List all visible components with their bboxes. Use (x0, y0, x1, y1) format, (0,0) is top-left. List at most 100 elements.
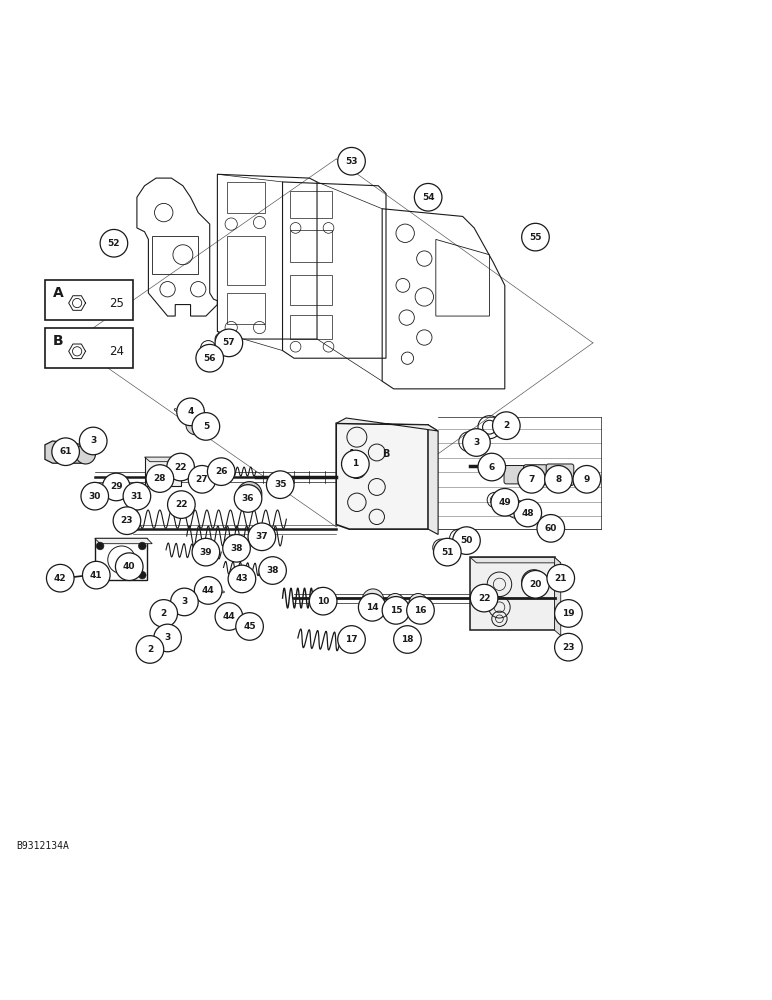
Text: 57: 57 (222, 338, 235, 347)
Bar (45, 280, 133, 320)
Polygon shape (45, 441, 86, 463)
Circle shape (382, 597, 410, 624)
Text: 7: 7 (529, 475, 535, 484)
Circle shape (409, 594, 428, 612)
Text: 49: 49 (499, 498, 511, 507)
Text: 22: 22 (478, 594, 490, 603)
Text: B: B (52, 334, 63, 348)
Text: 51: 51 (441, 548, 454, 557)
Circle shape (341, 450, 369, 478)
Text: 35: 35 (274, 480, 286, 489)
Circle shape (188, 466, 216, 493)
Bar (144, 457, 181, 486)
Circle shape (340, 627, 362, 649)
Polygon shape (470, 557, 560, 563)
Circle shape (107, 475, 128, 497)
Circle shape (362, 589, 384, 610)
Circle shape (310, 587, 337, 615)
Circle shape (493, 412, 520, 439)
FancyBboxPatch shape (523, 465, 547, 485)
Polygon shape (171, 458, 190, 473)
Polygon shape (171, 496, 190, 512)
Circle shape (192, 538, 220, 566)
Text: 56: 56 (204, 354, 216, 363)
Circle shape (100, 229, 127, 257)
Circle shape (52, 568, 70, 587)
Text: 29: 29 (110, 482, 123, 491)
FancyBboxPatch shape (546, 464, 574, 485)
Text: 38: 38 (230, 544, 242, 553)
Text: 48: 48 (521, 509, 534, 518)
Text: 44: 44 (201, 586, 215, 595)
Text: 23: 23 (120, 516, 134, 525)
Circle shape (223, 534, 250, 562)
Circle shape (554, 600, 582, 627)
Circle shape (337, 147, 365, 175)
Text: 10: 10 (317, 597, 330, 606)
Text: 24: 24 (109, 345, 124, 358)
Text: 30: 30 (89, 492, 101, 501)
Text: 1: 1 (352, 459, 358, 468)
Text: 2: 2 (147, 645, 153, 654)
Text: 3: 3 (473, 438, 479, 447)
Circle shape (266, 471, 294, 498)
Text: 3: 3 (90, 436, 96, 445)
Circle shape (52, 438, 80, 466)
Circle shape (452, 527, 480, 554)
Text: 3: 3 (164, 633, 171, 642)
Circle shape (192, 413, 220, 440)
Bar (226, 182, 265, 213)
Text: 44: 44 (222, 612, 235, 621)
Circle shape (248, 523, 276, 551)
Circle shape (215, 329, 242, 357)
Text: 9: 9 (584, 475, 590, 484)
Text: 26: 26 (215, 467, 228, 476)
Circle shape (146, 465, 174, 492)
Circle shape (81, 482, 109, 510)
Text: A: A (347, 449, 355, 459)
Bar (290, 230, 333, 262)
Text: A: A (344, 459, 349, 468)
Text: 27: 27 (196, 475, 208, 484)
Text: 38: 38 (266, 566, 279, 575)
Polygon shape (554, 557, 560, 636)
Circle shape (415, 183, 442, 211)
Text: 23: 23 (562, 643, 574, 652)
Circle shape (358, 594, 386, 621)
Circle shape (157, 628, 177, 648)
Circle shape (462, 429, 490, 456)
Circle shape (234, 485, 262, 512)
Bar (290, 315, 333, 339)
Circle shape (195, 577, 222, 604)
Circle shape (167, 453, 195, 481)
Circle shape (177, 398, 205, 426)
Polygon shape (428, 425, 438, 534)
Text: 6: 6 (489, 463, 495, 472)
Text: 39: 39 (200, 548, 212, 557)
Circle shape (573, 466, 601, 493)
Text: 19: 19 (562, 609, 574, 618)
Text: 37: 37 (256, 532, 268, 541)
Text: 25: 25 (109, 297, 124, 310)
Circle shape (196, 344, 224, 372)
Polygon shape (474, 588, 494, 605)
Circle shape (237, 482, 262, 506)
Bar (470, 557, 554, 630)
Text: 61: 61 (59, 447, 72, 456)
Bar (45, 328, 133, 368)
Circle shape (87, 485, 106, 504)
Bar (226, 293, 265, 324)
Circle shape (522, 571, 549, 598)
Circle shape (545, 466, 572, 493)
Circle shape (138, 571, 146, 579)
Circle shape (434, 538, 461, 566)
Circle shape (139, 638, 161, 659)
Circle shape (522, 223, 549, 251)
Circle shape (103, 473, 130, 501)
Text: 5: 5 (203, 422, 209, 431)
Text: 3: 3 (181, 597, 188, 606)
Text: 45: 45 (243, 622, 256, 631)
Text: 36: 36 (242, 494, 254, 503)
Polygon shape (336, 418, 438, 431)
Circle shape (397, 630, 417, 649)
